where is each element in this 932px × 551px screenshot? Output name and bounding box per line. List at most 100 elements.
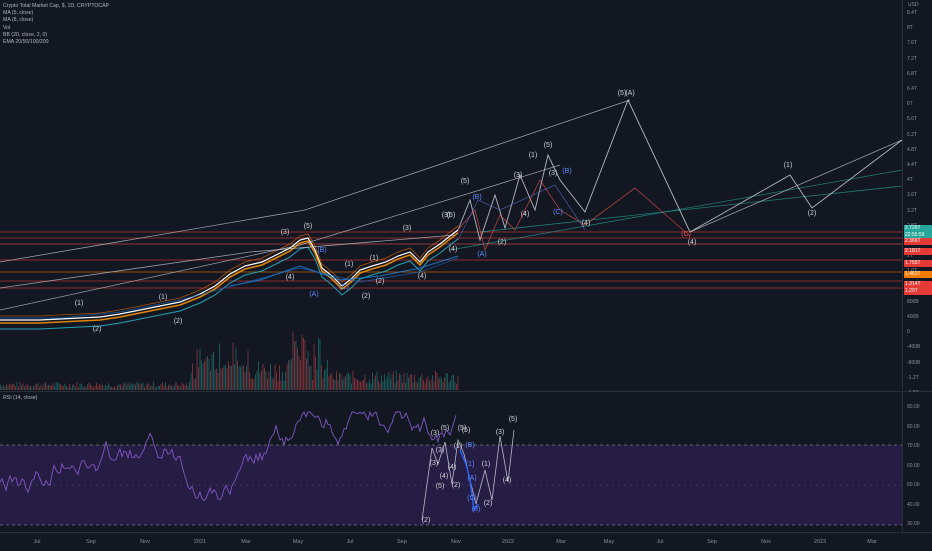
volume-bar (223, 365, 225, 390)
volume-bar (264, 367, 265, 390)
indicator-bb[interactable]: BB (20, close, 2, 0) (3, 31, 48, 38)
volume-bar (313, 344, 315, 390)
volume-bar (60, 384, 61, 390)
price-tag: 1.755T (904, 260, 932, 267)
rsi-wave-label: (5) (509, 416, 518, 423)
wave-label: (2) (498, 239, 507, 246)
volume-bar (342, 379, 343, 390)
time-axis[interactable]: Jul Sep Nov 2021 Mar May Jul Sep Nov 2022 Mar May Ju… (0, 532, 932, 551)
volume-bar (369, 379, 370, 390)
rsi-wave-label: (2) (422, 517, 431, 524)
volume-bar (243, 365, 244, 390)
main-chart-pane[interactable]: (1) (2) (1) (2) (3) (4) (5) (1) (2) (3) (4) (5) (A)(… (0, 0, 902, 391)
volume-bar (117, 384, 118, 390)
indicator-ma8[interactable]: MA (8, close) (3, 17, 34, 24)
volume-bar (33, 386, 34, 390)
wave-label: (A) (477, 251, 486, 258)
chart-title[interactable]: Crypto Total Market Cap, $, 1D, CRYPTOCA… (3, 3, 110, 9)
volume-bar (315, 356, 316, 390)
volume-bar (99, 383, 100, 390)
indicator-vol[interactable]: Vol (3, 24, 11, 31)
price-axis-label: 8T (907, 25, 913, 32)
volume-bar (48, 384, 49, 390)
rsi-line (0, 410, 457, 502)
volume-bar (301, 334, 303, 390)
volume-bar (312, 379, 313, 390)
time-axis-label: 2023 (813, 539, 827, 545)
volume-bar (139, 383, 141, 390)
volume-bar (453, 374, 454, 390)
pane-separator[interactable] (0, 391, 932, 392)
wave-label: (5) (618, 90, 627, 97)
price-scale[interactable]: USD 8.4T 8T 7.6T 7.2T 6.8T 6.4T 6T 5.6T 5.2T 4.8T… (902, 0, 932, 396)
volume-bar (87, 384, 88, 390)
volume-bar (336, 371, 337, 390)
wave-label: (C) (681, 231, 691, 238)
volume-bar (448, 383, 450, 390)
time-axis-label: 2022 (501, 539, 515, 545)
volume-bar (454, 381, 456, 390)
volume-bar (343, 376, 345, 390)
volume-bar (339, 372, 340, 390)
volume-bar (271, 376, 273, 390)
volume-bar (234, 364, 235, 390)
rsi-scale[interactable]: 90.00 80.00 70.00 60.00 50.00 40.00 30.00 (902, 392, 932, 532)
ma-line (0, 232, 459, 324)
price-axis-label: 6T (907, 101, 913, 108)
indicator-ema[interactable]: EMA 20/50/100/200 (3, 39, 49, 46)
volume-bar (202, 364, 204, 390)
volume-bar (126, 384, 127, 390)
wave-label: (1) (345, 261, 354, 268)
volume-bar (307, 351, 309, 390)
volume-bar (442, 382, 444, 390)
volume-bar (76, 382, 78, 390)
rsi-chart-canvas[interactable]: (3)(5)(1)(2)(3)(4)(5)(3)(5)(1)(2)(3)(4)(… (0, 392, 902, 532)
volume-bar (457, 376, 459, 390)
volume-bar (424, 382, 426, 390)
volume-bar (63, 386, 64, 390)
wave-label: (1) (370, 255, 379, 262)
volume-bar (349, 374, 351, 390)
price-axis-label: 4.8T (907, 146, 918, 153)
volume-bar (441, 378, 442, 390)
price-tag: 2.366T (904, 238, 932, 245)
volume-bar (220, 368, 222, 390)
volume-bar (444, 377, 445, 390)
volume-bar (103, 387, 105, 390)
rsi-wave-label: (3) (430, 460, 439, 467)
price-tag: 1.29T (904, 288, 932, 295)
volume-bar (297, 348, 298, 390)
volume-bar (52, 383, 54, 390)
chart-legend[interactable]: Crypto Total Market Cap, $, 1D, CRYPTOCA… (3, 3, 109, 46)
volume-bar (390, 378, 391, 390)
volume-bar (250, 377, 252, 390)
volume-bar (322, 378, 324, 390)
rsi-pane[interactable]: (3) (5) (1) (2) (3) (4) (5) (3) (5) (1) (2) (3) (4)(… (0, 392, 902, 532)
volume-bar (328, 376, 330, 390)
volume-bar (253, 378, 255, 390)
volume-bar (354, 377, 355, 390)
volume-bar (214, 369, 216, 390)
volume-bar (180, 386, 181, 390)
indicator-ma5[interactable]: MA (5, close) (3, 10, 34, 17)
volume-bar (199, 348, 201, 390)
volume-bar (157, 386, 159, 390)
volume-bar (0, 384, 1, 390)
rsi-wave-label: (A) (467, 475, 476, 482)
volume-bar (280, 380, 282, 390)
volume-bar (105, 384, 106, 390)
volume-bar (273, 378, 274, 390)
rsi-legend[interactable]: RSI (14, close) (3, 395, 38, 401)
volume-bar (207, 356, 208, 390)
volume-bar (240, 367, 241, 390)
wave-label: (1) (159, 294, 168, 301)
volume-bar (426, 378, 427, 390)
volume-bar (334, 380, 336, 390)
price-chart-canvas[interactable]: (1)(2)(1)(2)(3)(4)(5)(1)(2)(3)(4)(5)(A)(… (0, 0, 902, 391)
volume-bar (246, 365, 247, 390)
volume-bar (141, 384, 142, 390)
time-axis-label: Mar (241, 539, 251, 545)
volume-bar (417, 382, 418, 390)
rsi-axis-label: 50.00 (907, 482, 920, 488)
volume-bar (165, 382, 166, 390)
